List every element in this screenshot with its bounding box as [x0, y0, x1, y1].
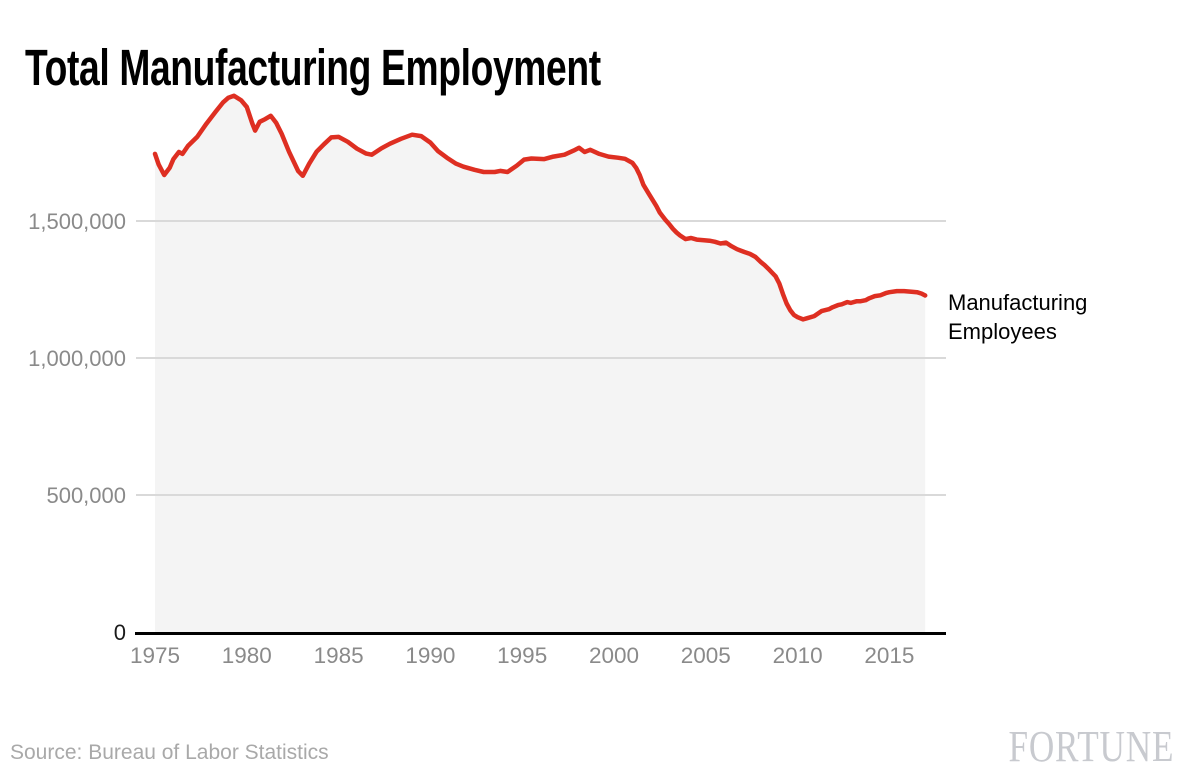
x-tick-label: 1990 [405, 643, 455, 668]
y-tick-label: 0 [114, 620, 126, 645]
y-tick-label: 500,000 [46, 483, 126, 508]
employment-line [152, 93, 928, 322]
x-tick-label: 1975 [130, 643, 180, 668]
area-fill [155, 95, 926, 633]
y-tick-label: 1,500,000 [28, 209, 126, 234]
series-label: Manufacturing Employees [948, 288, 1087, 346]
x-tick-label: 1995 [497, 643, 547, 668]
x-tick-label: 1980 [222, 643, 272, 668]
x-tick-label: 2005 [681, 643, 731, 668]
series-label-line2: Employees [948, 319, 1057, 344]
x-tick-label: 1985 [314, 643, 364, 668]
x-tick-label: 2010 [773, 643, 823, 668]
series-label-line1: Manufacturing [948, 290, 1088, 315]
y-tick-label: 1,000,000 [28, 346, 126, 371]
x-tick-label: 2000 [589, 643, 639, 668]
fortune-logo: FORTUNE [1008, 722, 1174, 771]
x-tick-label: 2015 [864, 643, 914, 668]
source-attribution: Source: Bureau of Labor Statistics [10, 741, 329, 764]
chart-title: Total Manufacturing Employment [25, 39, 601, 97]
